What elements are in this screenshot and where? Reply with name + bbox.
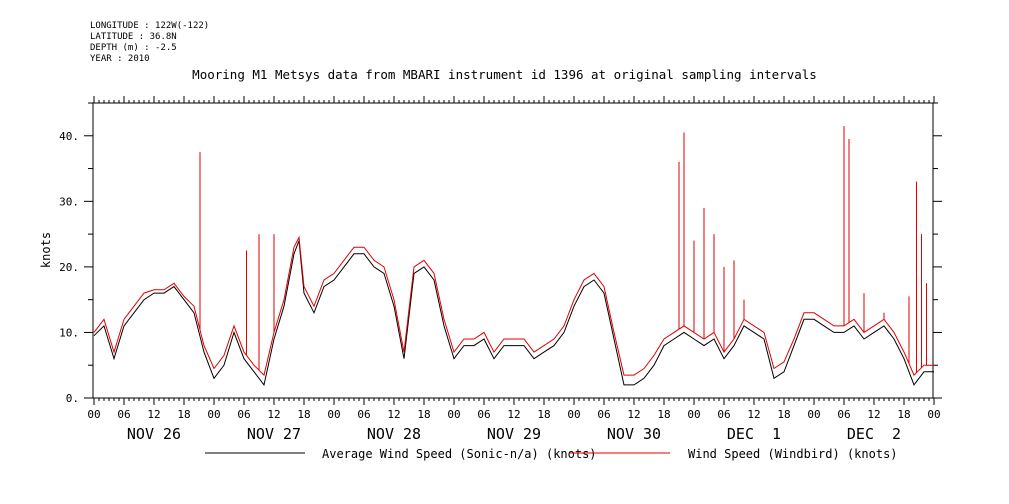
y-tick-label: 20. [59, 261, 79, 274]
x-tick-label: 00 [807, 408, 820, 421]
day-label: NOV 29 [487, 425, 541, 443]
x-tick-labels: 00 06 12 18 00 06 12 18 00 06 12 18 00 06 12 18 00 06 12 18… [87, 408, 940, 421]
x-tick-label: 06 [477, 408, 490, 421]
series-line-average [93, 240, 934, 387]
chart-title: Mooring M1 Metsys data from MBARI instru… [192, 67, 817, 82]
x-tick-label: 18 [417, 408, 430, 421]
legend-label-average: Average Wind Speed (Sonic-n/a) (knots) [322, 447, 597, 461]
x-tick-label: 00 [447, 408, 460, 421]
x-tick-label: 06 [837, 408, 850, 421]
x-tick-label: 12 [507, 408, 520, 421]
x-tick-label: 00 [207, 408, 220, 421]
series-layer [93, 125, 934, 387]
x-tick-label: 18 [897, 408, 910, 421]
x-tick-label: 18 [657, 408, 670, 421]
x-tick-label: 00 [687, 408, 700, 421]
x-tick-label: 18 [777, 408, 790, 421]
x-tick-label: 06 [597, 408, 610, 421]
day-label: DEC 2 [847, 425, 901, 443]
y-tick-label: 40. [59, 130, 79, 143]
series-line-windbird [93, 235, 934, 377]
x-tick-label: 00 [87, 408, 100, 421]
x-tick-label: 12 [387, 408, 400, 421]
y-tick-label: 10. [59, 326, 79, 339]
x-tick-label: 18 [297, 408, 310, 421]
station-metadata: LONGITUDE : 122W(-122) LATITUDE : 36.8N … [90, 21, 209, 65]
x-tick-label: 06 [357, 408, 370, 421]
longitude-label: LONGITUDE : 122W(-122) [90, 21, 210, 31]
day-labels: NOV 26 NOV 27 NOV 28 NOV 29 NOV 30 DEC 1 DEC 2 [127, 425, 901, 443]
y-tick-label: 0. [66, 392, 79, 405]
legend-label-windbird: Wind Speed (Windbird) (knots) [688, 447, 898, 461]
day-label: NOV 27 [247, 425, 301, 443]
x-tick-label: 06 [237, 408, 250, 421]
x-tick-label: 00 [567, 408, 580, 421]
year-label: YEAR : 2010 [90, 54, 150, 64]
x-tick-label: 06 [117, 408, 130, 421]
axis-ticks [84, 96, 942, 405]
legend: Average Wind Speed (Sonic-n/a) (knots) W… [205, 447, 898, 461]
day-label: NOV 30 [607, 425, 661, 443]
y-tick-labels: 0. 10. 20. 30. 40. [59, 130, 79, 405]
x-tick-label: 18 [537, 408, 550, 421]
x-tick-label: 12 [747, 408, 760, 421]
plot-frame [92, 102, 934, 399]
x-tick-label: 00 [327, 408, 340, 421]
y-axis-label: knots [39, 232, 53, 268]
y-tick-label: 30. [59, 195, 79, 208]
day-label: NOV 28 [367, 425, 421, 443]
x-tick-label: 06 [717, 408, 730, 421]
x-tick-label: 12 [867, 408, 880, 421]
x-tick-label: 12 [147, 408, 160, 421]
depth-label: DEPTH (m) : -2.5 [90, 43, 177, 53]
x-tick-label: 12 [627, 408, 640, 421]
latitude-label: LATITUDE : 36.8N [90, 32, 177, 42]
x-tick-label: 18 [177, 408, 190, 421]
x-tick-label: 12 [267, 408, 280, 421]
x-tick-label: 00 [927, 408, 940, 421]
day-label: DEC 1 [727, 425, 781, 443]
day-label: NOV 26 [127, 425, 181, 443]
